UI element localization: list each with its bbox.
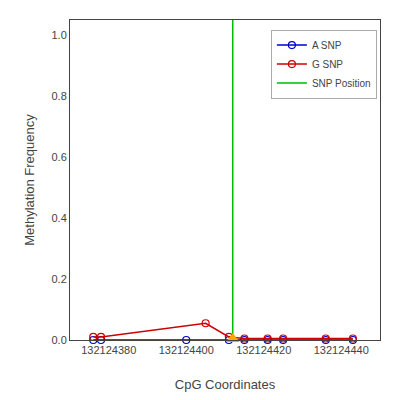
svg-text:0.8: 0.8 (52, 90, 67, 102)
svg-text:SNP Position: SNP Position (312, 78, 371, 89)
svg-text:132124440: 132124440 (314, 344, 369, 356)
svg-text:0.2: 0.2 (52, 273, 67, 285)
svg-text:0.0: 0.0 (52, 334, 67, 346)
svg-text:Methylation Frequency: Methylation Frequency (22, 114, 37, 246)
svg-text:A SNP: A SNP (312, 40, 342, 51)
svg-text:G SNP: G SNP (312, 59, 343, 70)
svg-text:132124400: 132124400 (159, 344, 214, 356)
svg-text:0.6: 0.6 (52, 151, 67, 163)
svg-text:132124420: 132124420 (236, 344, 291, 356)
svg-text:0.4: 0.4 (52, 212, 67, 224)
svg-text:1.0: 1.0 (52, 29, 67, 41)
svg-text:132124380: 132124380 (81, 344, 136, 356)
svg-text:CpG Coordinates: CpG Coordinates (175, 377, 276, 392)
